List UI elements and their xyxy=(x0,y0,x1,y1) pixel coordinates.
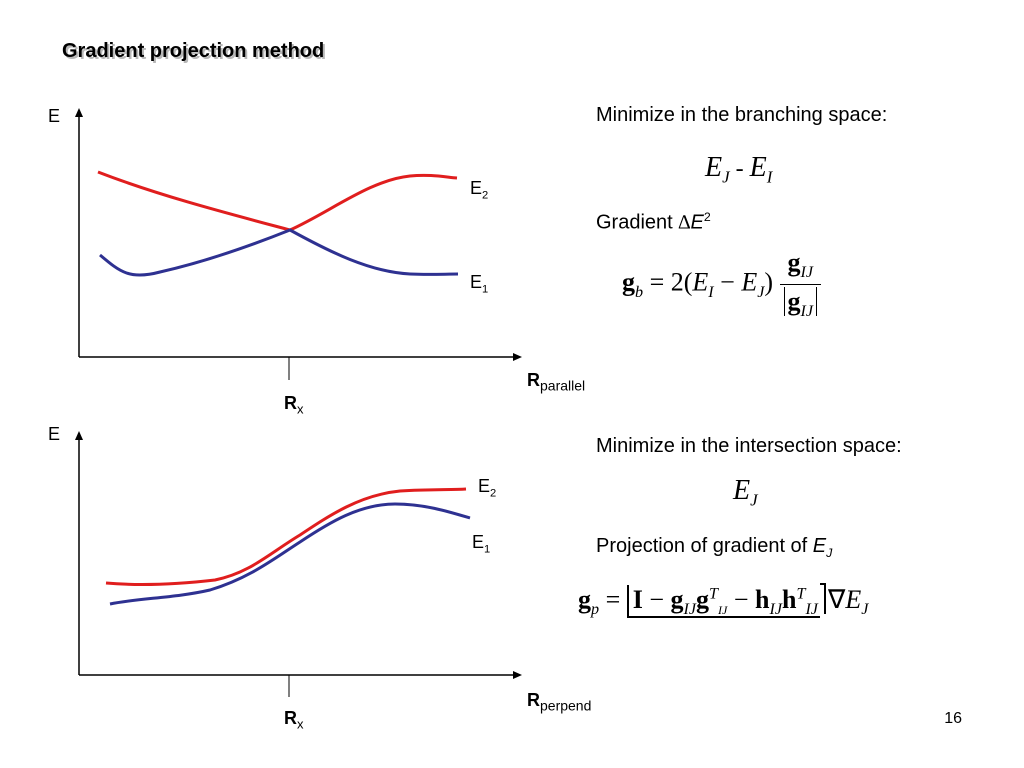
eq-ej: E xyxy=(741,267,758,297)
expr2-e: E xyxy=(733,475,751,506)
bottom-rx-label-main: R xyxy=(284,708,297,728)
top-e1-label-main: E xyxy=(470,272,483,292)
peq-nabla: ∇ xyxy=(827,585,846,614)
bottom-plot xyxy=(75,431,522,697)
bottom-e2-curve xyxy=(105,487,467,586)
bottom-x-axis-label-main: R xyxy=(527,690,540,710)
peq-identity: I xyxy=(632,585,643,614)
peq-g3-sub: IJ xyxy=(718,603,728,618)
expr-minus: - xyxy=(729,156,750,182)
bottom-e2-label-main: E xyxy=(478,476,491,496)
top-e2-label-sub: 2 xyxy=(482,189,489,202)
peq-g: g xyxy=(578,585,591,614)
bottom-e1-label: E1 xyxy=(472,532,490,556)
bottom-e1-label-sub: 1 xyxy=(484,543,491,556)
expr-j-sub: J xyxy=(722,167,730,187)
branching-heading: Minimize in the branching space: xyxy=(596,104,888,126)
expr-e-j: E xyxy=(705,152,723,183)
top-x-axis-label-main: R xyxy=(527,370,540,390)
top-rx-label-sub: x xyxy=(297,401,304,417)
page-number: 16 xyxy=(944,710,962,727)
peq-h2: h xyxy=(782,585,797,614)
gradient-equation: gb = 2(EI − EJ) gIJ gIJ xyxy=(622,248,822,321)
eq-fraction-numerator: gIJ xyxy=(779,248,822,286)
projection-equation: gp = I − gIJgTIJ − hIJhTIJ​∇EJ xyxy=(578,583,869,619)
top-e1-label: E1 xyxy=(470,272,488,296)
top-plot xyxy=(75,108,522,380)
eq-num-sub: IJ xyxy=(800,264,814,282)
eq-equals-two: = 2( xyxy=(643,267,693,297)
gradient-label-text: Gradient xyxy=(596,211,679,234)
top-y-axis-label: E xyxy=(48,106,61,126)
eq-fraction-denominator: gIJ xyxy=(780,285,822,321)
peq-g2: g xyxy=(670,585,684,614)
projection-label: Projection of gradient of EJ xyxy=(596,535,832,560)
peq-e: E xyxy=(845,585,862,614)
eq-gb-sub: b xyxy=(635,283,644,301)
top-e2-label: E2 xyxy=(470,178,488,202)
branching-expression: EJ - EI xyxy=(705,152,772,188)
eq-den-g: g xyxy=(787,287,801,317)
top-x-axis-label-sub: parallel xyxy=(540,377,586,394)
eq-fraction: gIJ gIJ xyxy=(779,248,822,321)
top-x-axis-label: Rparallel xyxy=(527,370,585,394)
peq-g3-sup: T xyxy=(709,585,719,603)
eq-close-paren: ) xyxy=(764,267,774,297)
eq-gb-g: g xyxy=(622,267,635,297)
expr-e-i: E xyxy=(749,152,767,183)
expr2-j-sub: J xyxy=(750,490,758,510)
eq-den-norm: gIJ xyxy=(783,287,818,320)
top-e1-curve xyxy=(99,228,459,277)
top-e1-label-sub: 1 xyxy=(482,283,489,296)
peq-g-sub: p xyxy=(591,601,600,619)
peq-minus2: − xyxy=(727,585,756,614)
bottom-rx-label: Rx xyxy=(284,708,304,732)
eq-den-sub: IJ xyxy=(800,303,814,321)
peq-equals: = xyxy=(599,585,627,614)
gradient-sup: 2 xyxy=(703,210,711,224)
eq-minus: − xyxy=(713,267,742,297)
eq-ei-sub: I xyxy=(708,283,714,301)
projection-j-sub: J xyxy=(826,546,833,560)
bottom-x-axis-label-sub: perpend xyxy=(540,697,592,714)
bottom-e1-label-main: E xyxy=(472,532,485,552)
expr-i-sub: I xyxy=(766,167,773,187)
bottom-y-axis-label: E xyxy=(48,424,61,444)
peq-bracket-group: I − gIJgTIJ − hIJhTIJ xyxy=(626,585,820,619)
peq-bracket-close: ​ xyxy=(819,583,826,614)
bottom-e2-label-sub: 2 xyxy=(490,487,497,500)
peq-h2-sup: T xyxy=(796,585,806,603)
slide-title: Gradient projection method xyxy=(62,40,325,62)
intersection-heading: Minimize in the intersection space: xyxy=(596,435,902,457)
peq-minus1: − xyxy=(642,585,671,614)
peq-h2-sub: IJ xyxy=(805,601,818,619)
bottom-e1-curve xyxy=(109,502,471,606)
intersection-expression: EJ xyxy=(733,475,758,511)
top-e2-curve xyxy=(97,170,458,232)
top-rx-label: Rx xyxy=(284,393,304,417)
top-e2-label-main: E xyxy=(470,178,483,198)
eq-num-g: g xyxy=(787,248,801,277)
peq-h1-sub: IJ xyxy=(769,601,782,619)
eq-ej-sub: J xyxy=(757,283,765,301)
peq-g3: g xyxy=(696,585,710,614)
gradient-label: Gradient ∆E2 xyxy=(596,210,711,235)
bottom-e2-label: E2 xyxy=(478,476,496,500)
top-rx-label-main: R xyxy=(284,393,297,413)
peq-h1: h xyxy=(755,585,770,614)
peq-e-sub: J xyxy=(861,601,869,619)
projection-label-text: Projection of gradient of xyxy=(596,535,813,557)
bottom-x-axis-label: Rperpend xyxy=(527,690,591,714)
peq-g2-sub: IJ xyxy=(683,601,697,619)
projection-e: E xyxy=(812,535,827,557)
gradient-e: E xyxy=(690,211,704,234)
eq-ei: E xyxy=(692,267,709,297)
bottom-rx-label-sub: x xyxy=(297,716,304,732)
delta-symbol: ∆ xyxy=(678,211,691,234)
